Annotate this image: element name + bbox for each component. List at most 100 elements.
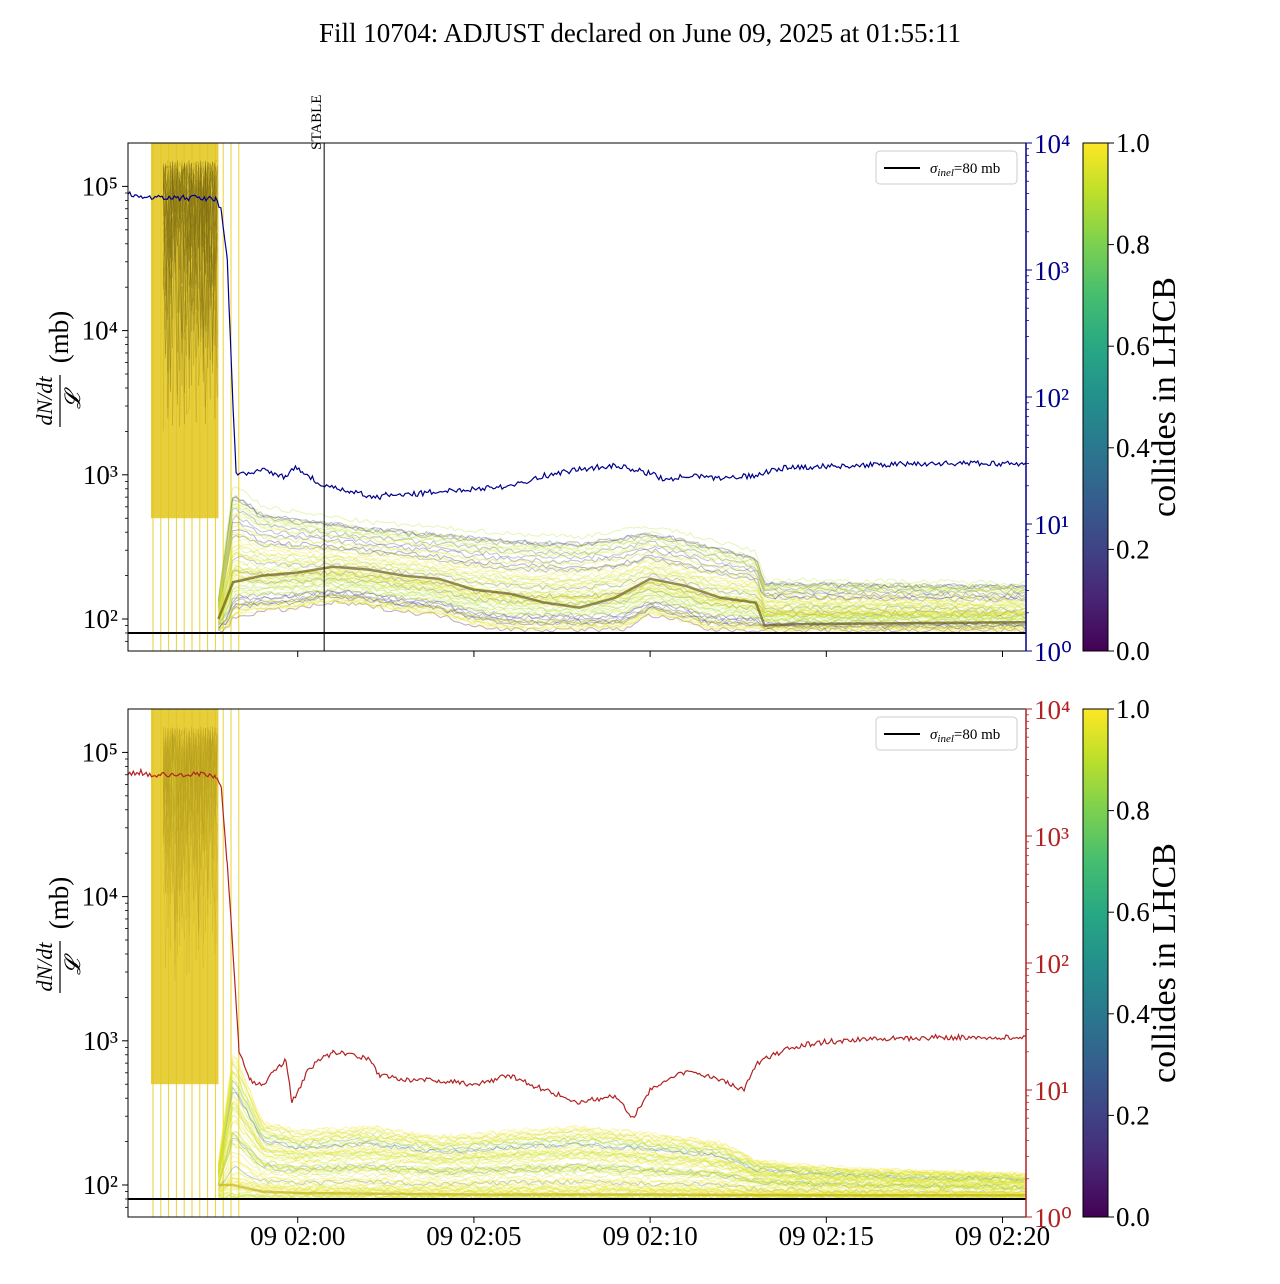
colorbar: 0.0 0.2 0.4 0.6 0.8 1.0 collides in LHCB xyxy=(1082,128,1183,666)
dense-trace xyxy=(162,729,218,933)
dense-trace xyxy=(162,163,218,409)
bunch-trace xyxy=(217,577,1026,624)
bunch-trace xyxy=(217,570,1026,622)
bunch-trace xyxy=(217,1134,1026,1191)
dense-trace xyxy=(162,161,218,408)
bunch-median xyxy=(217,565,1026,627)
bunch-trace xyxy=(218,1181,1026,1198)
bunch-trace xyxy=(217,565,1026,618)
bunch-trace xyxy=(218,596,1026,632)
bunch-median xyxy=(218,1183,1026,1197)
bunch-trace xyxy=(217,544,1026,612)
dense-trace xyxy=(162,164,218,373)
y-tick-label-left: 10³ xyxy=(83,460,118,490)
right-axis-series xyxy=(128,190,1026,501)
dense-trace xyxy=(162,732,218,969)
dense-trace xyxy=(162,726,218,950)
colorbar-tick-label: 1.0 xyxy=(1116,694,1150,724)
colorbar-tick-label: 0.8 xyxy=(1116,796,1150,826)
dense-trace xyxy=(162,163,218,426)
dense-block xyxy=(151,143,219,519)
bunch-trace xyxy=(217,1091,1026,1183)
bunch-trace xyxy=(217,1130,1026,1190)
colorbar-tick-label: 0.2 xyxy=(1116,1100,1150,1130)
dense-trace xyxy=(162,164,218,256)
dense-trace xyxy=(162,163,218,405)
dense-trace xyxy=(162,161,218,361)
bunch-trace xyxy=(217,1132,1026,1190)
legend: σinel=80 mb xyxy=(875,150,1018,185)
y-tick-label-left: 10³ xyxy=(83,1026,118,1056)
dense-trace xyxy=(162,162,218,391)
x-tick-label: 09 02:05 xyxy=(426,1221,521,1251)
y-tick-label-right: 10² xyxy=(1034,949,1069,979)
dense-trace xyxy=(162,726,218,854)
bunch-trace xyxy=(217,514,1026,608)
dense-trace xyxy=(162,728,218,976)
dense-trace xyxy=(162,729,218,968)
dense-trace xyxy=(162,727,218,873)
bunch-trace xyxy=(217,577,1026,621)
bunch-trace xyxy=(217,1070,1026,1180)
bunch-trace xyxy=(217,1106,1026,1185)
bunch-trace xyxy=(217,502,1026,605)
x-tick-label: 09 02:15 xyxy=(779,1221,874,1251)
y-axis-label: dN/dt 𝓛 (mb) xyxy=(32,877,85,993)
dense-trace xyxy=(162,729,218,956)
bunch-trace xyxy=(217,512,1026,607)
bunch-trace xyxy=(217,523,1026,609)
bunch-trace xyxy=(217,1171,1026,1196)
legend-box xyxy=(875,716,1018,751)
colorbar-tick-label: 0.4 xyxy=(1116,433,1150,463)
bunch-trace xyxy=(217,1105,1026,1185)
bunch-trace xyxy=(217,574,1026,622)
bunch-trace xyxy=(217,1069,1026,1180)
dense-block xyxy=(151,709,219,1085)
legend-box xyxy=(875,150,1018,185)
bunch-trace xyxy=(218,600,1026,634)
bunch-trace xyxy=(217,1096,1026,1183)
bunch-trace xyxy=(217,554,1026,615)
bunch-trace xyxy=(217,572,1026,622)
bunch-trace xyxy=(217,556,1026,619)
bunch-trace xyxy=(217,1060,1026,1179)
dense-trace xyxy=(162,162,218,373)
legend-label: σinel=80 mb xyxy=(930,161,1000,179)
dense-trace xyxy=(162,164,218,326)
y-tick-label-right: 10⁴ xyxy=(1034,695,1070,725)
dense-trace xyxy=(162,727,218,902)
x-tick-label: 09 02:20 xyxy=(955,1221,1050,1251)
dense-trace xyxy=(162,161,218,355)
bunch-trace xyxy=(217,546,1026,614)
dense-trace xyxy=(162,730,218,929)
dense-trace xyxy=(162,162,218,423)
bunch-trace xyxy=(217,1062,1026,1179)
dense-trace xyxy=(162,726,218,892)
dense-trace xyxy=(162,726,218,917)
y-tick-label-right: 10⁰ xyxy=(1034,637,1072,667)
dense-trace xyxy=(162,732,218,869)
dense-trace xyxy=(162,161,218,361)
stable-marker-label: STABLE xyxy=(309,95,325,150)
bunch-trace xyxy=(217,1155,1026,1193)
legend-subscript: inel xyxy=(937,733,954,745)
bunch-trace xyxy=(217,579,1026,623)
bunch-trace xyxy=(217,1091,1026,1183)
bunch-trace xyxy=(218,1193,1026,1201)
bunch-trace xyxy=(218,1177,1026,1197)
bunch-trace xyxy=(217,1100,1026,1184)
dense-trace xyxy=(162,160,218,348)
colorbar-tick-label: 0.6 xyxy=(1116,897,1150,927)
bunch-trace xyxy=(217,569,1026,621)
bunch-trace xyxy=(217,1085,1026,1183)
y-tick-label-left: 10⁴ xyxy=(82,882,118,912)
bunch-trace xyxy=(217,1119,1026,1188)
bunch-trace xyxy=(217,1151,1026,1193)
bunch-trace xyxy=(217,1061,1026,1178)
y-tick-label-left: 10² xyxy=(83,604,118,634)
dense-trace xyxy=(162,162,218,339)
bunch-trace xyxy=(217,521,1026,606)
bunch-trace xyxy=(217,1165,1026,1195)
dense-trace xyxy=(162,727,218,902)
bunch-trace xyxy=(217,551,1026,618)
